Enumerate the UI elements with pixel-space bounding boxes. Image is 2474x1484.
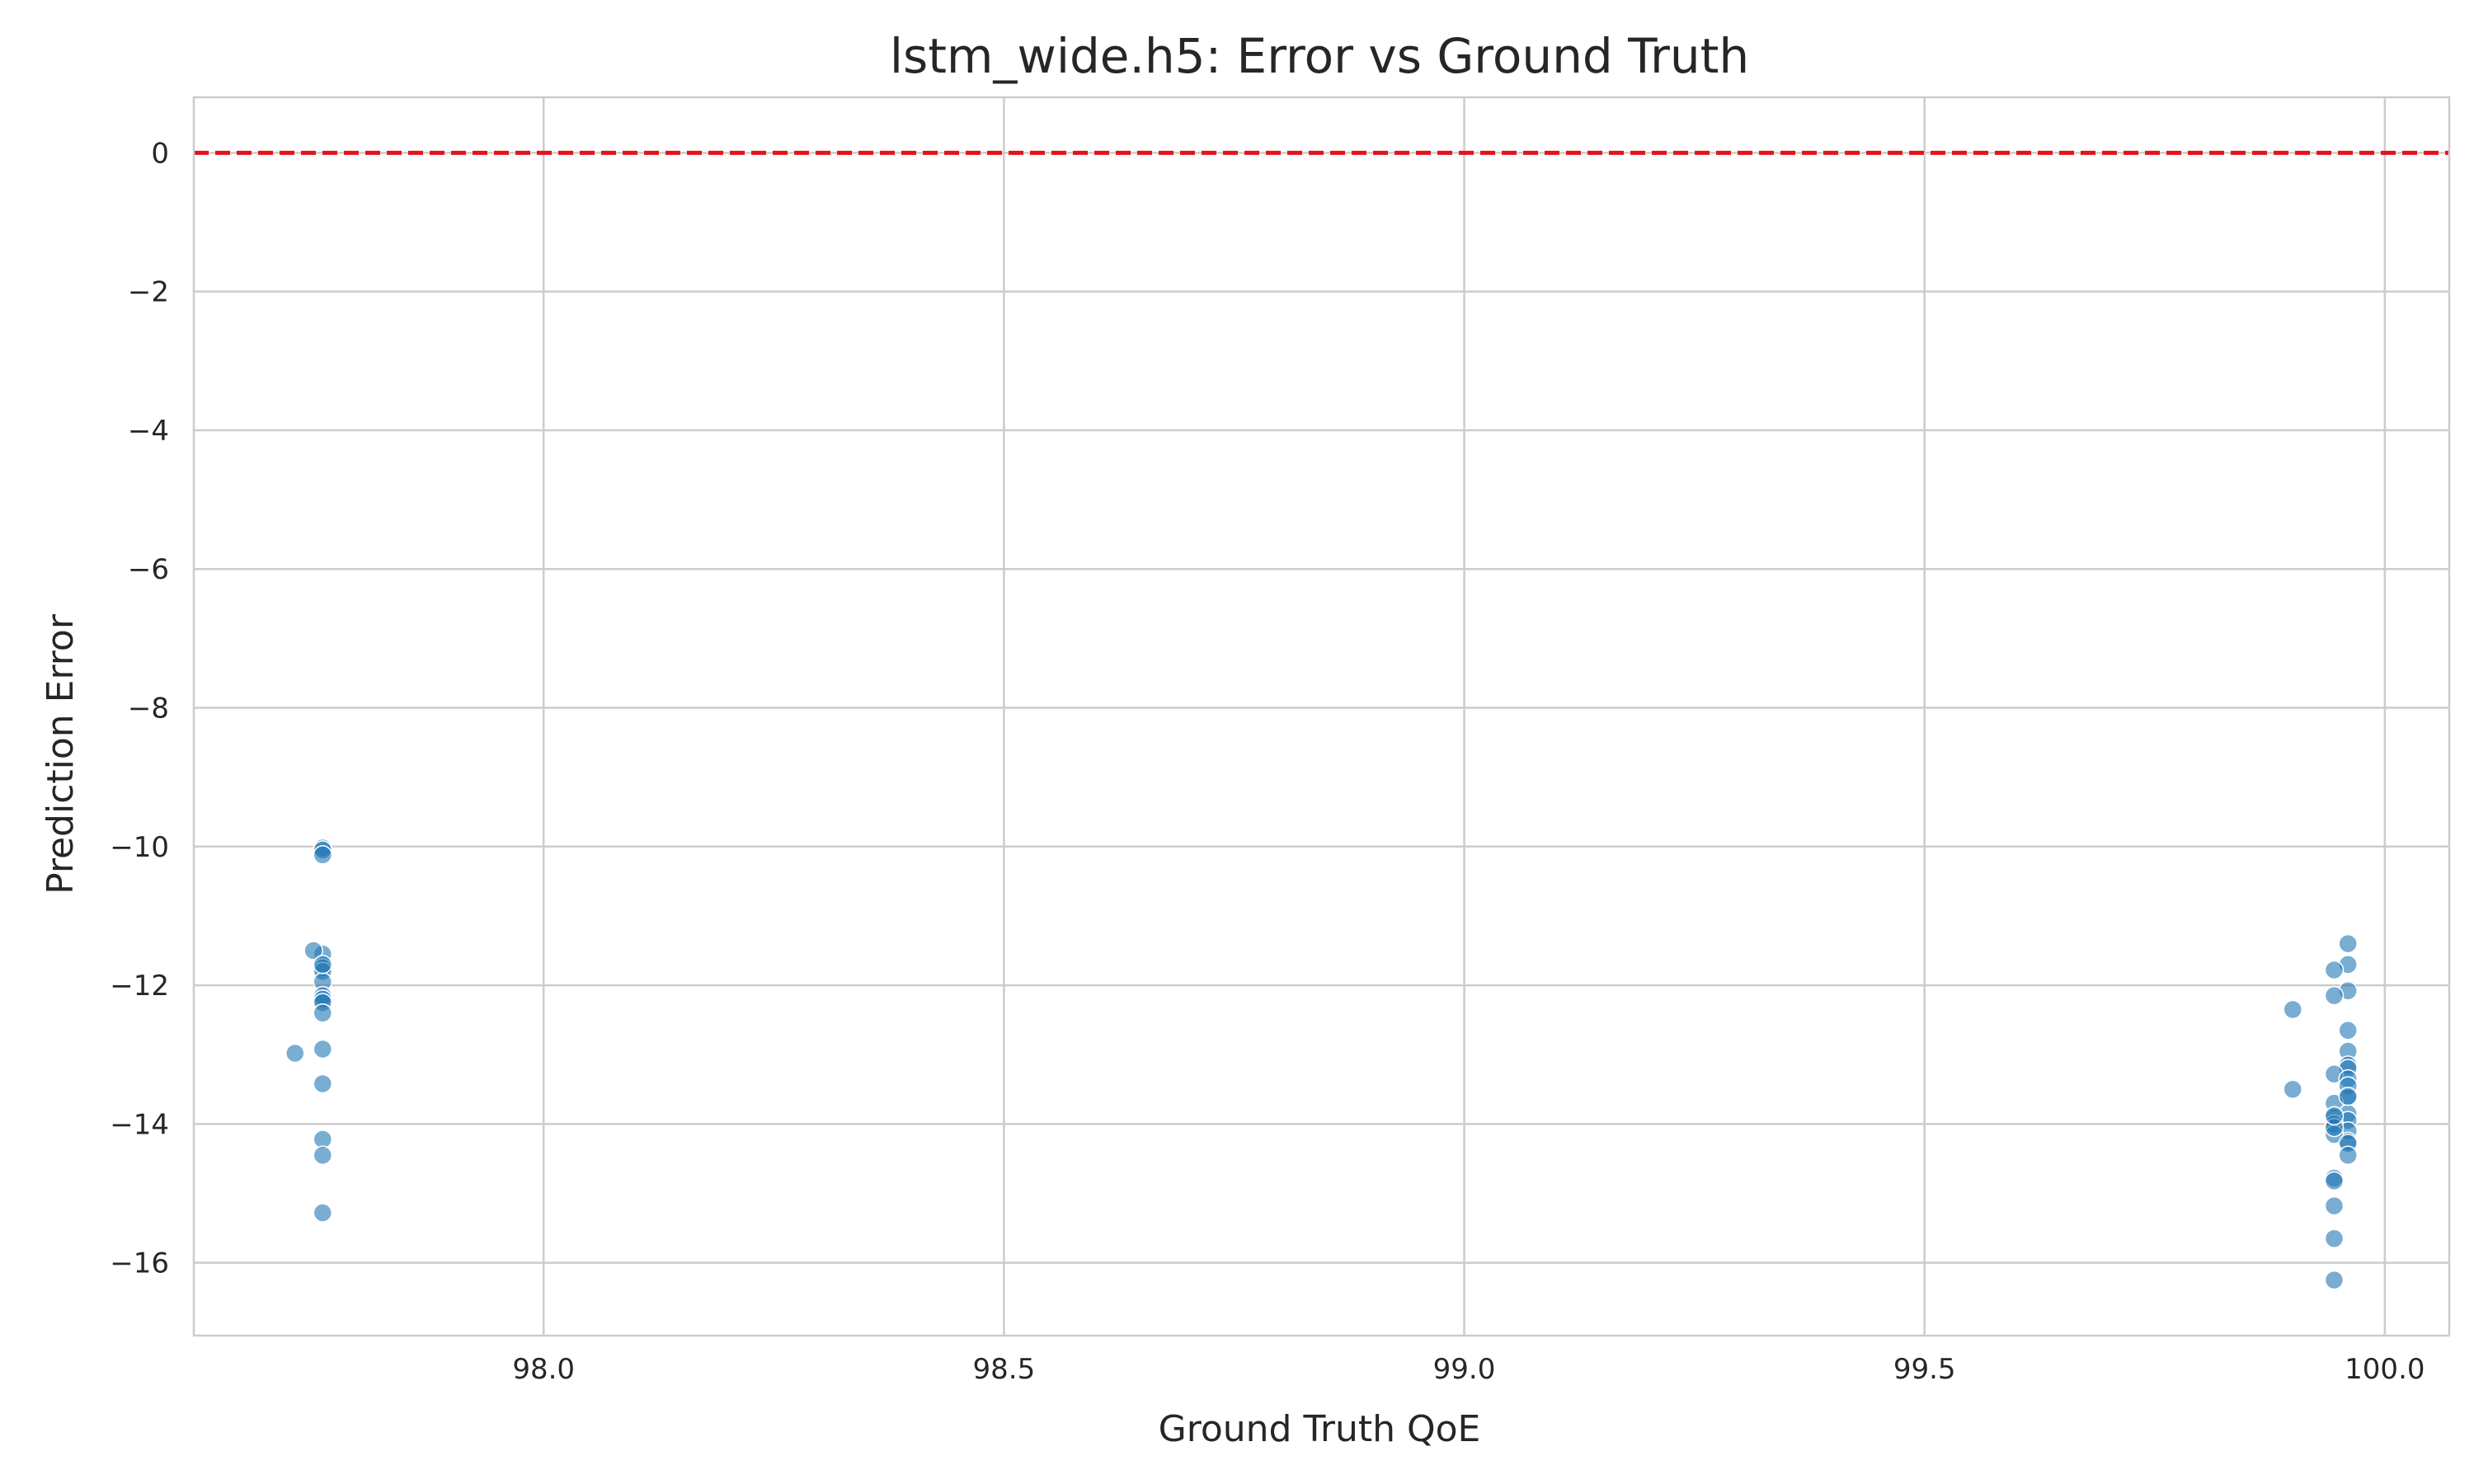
y-tick-label: −8 <box>128 692 169 725</box>
scatter-point <box>2324 985 2345 1006</box>
y-tick-label: 0 <box>151 137 169 170</box>
scatter-point <box>313 1203 333 1223</box>
scatter-point <box>2324 1106 2345 1126</box>
scatter-point <box>2338 1021 2358 1040</box>
scatter-point <box>2324 1228 2345 1248</box>
data-points <box>285 838 2358 1290</box>
scatter-point <box>2338 1145 2358 1165</box>
y-tick-labels: 0 −2 −4 −6 −8 −10 −12 −14 −16 <box>110 137 169 1280</box>
y-tick-label: −14 <box>110 1108 169 1141</box>
scatter-point <box>2324 1195 2345 1216</box>
scatter-point <box>2338 933 2358 954</box>
scatter-point <box>2324 1171 2345 1191</box>
scatter-point <box>313 1145 333 1165</box>
x-tick-label: 100.0 <box>2345 1353 2425 1386</box>
scatter-point <box>313 845 333 865</box>
scatter-point <box>2283 999 2302 1020</box>
scatter-point <box>313 955 333 974</box>
scatter-point <box>313 1073 333 1094</box>
x-axis-label: Ground Truth QoE <box>1159 1408 1481 1450</box>
scatter-point <box>2324 1270 2345 1290</box>
y-tick-label: −2 <box>128 276 169 309</box>
scatter-point <box>2283 1079 2302 1100</box>
scatter-point <box>313 1039 333 1059</box>
scatter-point <box>313 1003 333 1023</box>
y-tick-label: −4 <box>128 415 169 448</box>
y-tick-label: −10 <box>110 831 169 864</box>
x-tick-label: 98.0 <box>512 1353 575 1386</box>
x-tick-label: 99.5 <box>1893 1353 1956 1386</box>
y-tick-label: −12 <box>110 970 169 1003</box>
y-tick-label: −6 <box>128 553 169 586</box>
x-tick-label: 99.0 <box>1433 1353 1496 1386</box>
y-tick-label: −16 <box>110 1247 169 1280</box>
x-tick-labels: 98.0 98.5 99.0 99.5 100.0 <box>512 1353 2425 1386</box>
x-tick-label: 98.5 <box>973 1353 1036 1386</box>
plot-frame <box>192 96 2451 1337</box>
chart-title: lstm_wide.h5: Error vs Ground Truth <box>890 28 1749 84</box>
y-axis-label: Prediction Error <box>40 613 82 895</box>
scatter-point <box>285 1043 305 1064</box>
scatter-point <box>2324 960 2345 980</box>
scatter-point <box>2338 1086 2358 1106</box>
scatter-point <box>303 941 323 960</box>
